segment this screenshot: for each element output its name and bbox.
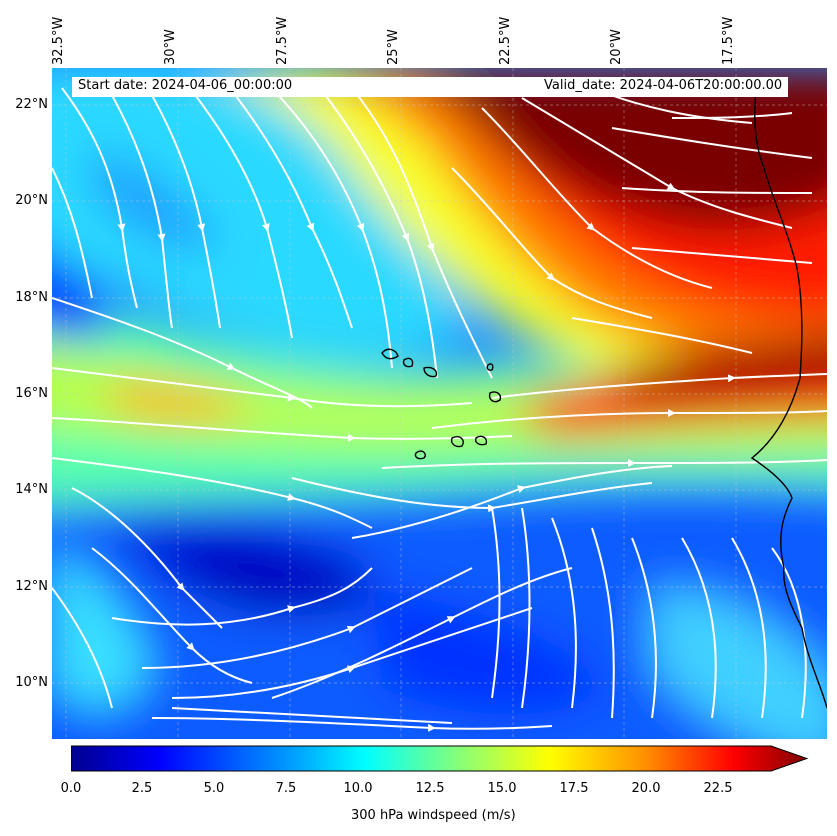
colorbar-tick: 22.5 — [703, 781, 733, 796]
lat-label: 14°N — [15, 482, 48, 497]
colorbar-tick: 12.5 — [415, 781, 445, 796]
lat-label: 12°N — [15, 579, 48, 594]
colorbar-tick: 2.5 — [131, 781, 153, 796]
colorbar-tick: 7.5 — [275, 781, 297, 796]
colorbar-graphic — [70, 745, 809, 772]
windspeed-map — [52, 68, 827, 739]
colorbar-tick: 20.0 — [631, 781, 661, 796]
lon-label: 20°W — [609, 29, 624, 65]
lon-label: 22.5°W — [498, 16, 513, 65]
lat-label: 22°N — [15, 97, 48, 112]
lon-label: 32.5°W — [51, 16, 66, 65]
colorbar-tick: 5.0 — [203, 781, 225, 796]
streamlines — [52, 77, 827, 732]
colorbar-tick: 10.0 — [343, 781, 373, 796]
start-date-label: Start date: 2024-04-06_00:00:00 — [72, 77, 546, 97]
lon-label: 27.5°W — [275, 16, 290, 65]
valid-date-label: Valid_date: 2024-04-06T20:00:00.00 — [538, 77, 789, 97]
colorbar-tick: 15.0 — [487, 781, 517, 796]
colorbar — [70, 745, 809, 772]
lat-label: 10°N — [15, 675, 48, 690]
colorbar-tick: 17.5 — [559, 781, 589, 796]
colorbar-label: 300 hPa windspeed (m/s) — [351, 808, 516, 823]
colorbar-tick: 0.0 — [60, 781, 82, 796]
lon-label: 17.5°W — [721, 16, 736, 65]
lon-label: 25°W — [386, 29, 401, 65]
lat-label: 16°N — [15, 386, 48, 401]
lat-label: 18°N — [15, 290, 48, 305]
coastline — [381, 77, 827, 709]
lat-label: 20°N — [15, 193, 48, 208]
gridlines — [52, 68, 827, 739]
map-canvas — [52, 68, 827, 739]
lon-label: 30°W — [163, 29, 178, 65]
